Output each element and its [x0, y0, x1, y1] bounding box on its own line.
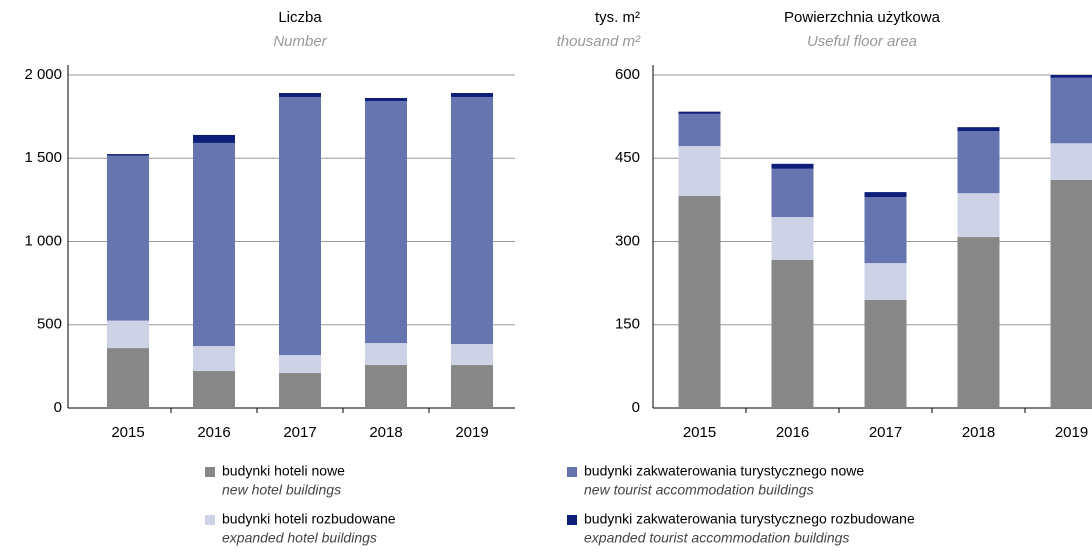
- bar-segment: [864, 263, 907, 300]
- y-axis-sublabel: thousand m²: [557, 33, 641, 50]
- bar-segment: [107, 320, 149, 349]
- bar-segment: [451, 92, 493, 97]
- bar-segment: [365, 100, 407, 344]
- legend-label: budynki hoteli nowe: [222, 463, 345, 479]
- chart-title: Liczba: [278, 9, 322, 26]
- legend-sublabel: new hotel buildings: [222, 482, 341, 498]
- legend-sublabel: expanded hotel buildings: [222, 530, 377, 546]
- bar-segment: [771, 259, 814, 408]
- bar-segment: [1050, 179, 1092, 408]
- bar-segment: [1050, 77, 1092, 144]
- bar-segment: [1050, 75, 1092, 78]
- bar-segment: [771, 163, 814, 169]
- y-tick-label: 1 000: [24, 232, 62, 249]
- legend-swatch: [205, 515, 215, 525]
- bar-segment: [365, 343, 407, 366]
- y-tick-label: 450: [615, 149, 640, 166]
- chart-subtitle: Useful floor area: [807, 33, 917, 50]
- bar-segment: [957, 127, 1000, 132]
- bar-segment: [365, 97, 407, 101]
- y-tick-label: 0: [54, 399, 62, 416]
- bar-segment: [678, 146, 721, 196]
- bar-segment: [451, 344, 493, 366]
- legend-swatch: [567, 515, 577, 525]
- y-tick-label: 2 000: [24, 66, 62, 83]
- x-tick-label: 2018: [369, 424, 402, 441]
- y-tick-label: 600: [615, 66, 640, 83]
- bar-segment: [279, 96, 321, 356]
- x-tick-label: 2019: [1055, 424, 1088, 441]
- legend-label: budynki zakwaterowania turystycznego roz…: [584, 511, 915, 527]
- legend-sublabel: new tourist accommodation buildings: [584, 482, 814, 498]
- bar-segment: [279, 92, 321, 97]
- bar-segment: [279, 373, 321, 408]
- bar-segment: [771, 168, 814, 218]
- bar-segment: [678, 113, 721, 147]
- bar-segment: [678, 195, 721, 408]
- chart-subtitle: Number: [273, 33, 327, 50]
- y-axis-label: tys. m²: [595, 9, 640, 26]
- y-tick-label: 500: [37, 316, 62, 333]
- bar-segment: [193, 142, 235, 347]
- x-tick-label: 2019: [455, 424, 488, 441]
- bar-segment: [771, 217, 814, 260]
- bar-segment: [864, 197, 907, 264]
- bar-segment: [957, 237, 1000, 408]
- bar-segment: [1050, 143, 1092, 180]
- bar-segment: [193, 134, 235, 143]
- legend-sublabel: expanded tourist accommodation buildings: [584, 530, 849, 546]
- bar-segment: [365, 365, 407, 408]
- bar-segment: [193, 371, 235, 408]
- bar-segment: [957, 193, 1000, 238]
- legend-swatch: [567, 467, 577, 477]
- bar-segment: [864, 192, 907, 198]
- bar-segment: [279, 355, 321, 374]
- chart-title: Powierzchnia użytkowa: [784, 9, 941, 26]
- x-tick-label: 2015: [111, 424, 144, 441]
- x-tick-label: 2018: [962, 424, 995, 441]
- x-tick-label: 2017: [869, 424, 902, 441]
- x-tick-label: 2016: [197, 424, 230, 441]
- legend-swatch: [205, 467, 215, 477]
- y-tick-label: 150: [615, 316, 640, 333]
- legend-label: budynki zakwaterowania turystycznego now…: [584, 463, 864, 479]
- bar-segment: [957, 131, 1000, 194]
- bar-segment: [678, 111, 721, 114]
- x-tick-label: 2017: [283, 424, 316, 441]
- bar-segment: [193, 346, 235, 372]
- legend-label: budynki hoteli rozbudowane: [222, 511, 396, 527]
- bar-segment: [107, 348, 149, 408]
- y-tick-label: 300: [615, 232, 640, 249]
- bar-segment: [451, 365, 493, 408]
- y-tick-label: 0: [632, 399, 640, 416]
- bar-segment: [107, 154, 149, 156]
- bar-segment: [864, 299, 907, 408]
- bar-segment: [107, 155, 149, 321]
- x-tick-label: 2015: [683, 424, 716, 441]
- bar-segment: [451, 96, 493, 345]
- y-tick-label: 1 500: [24, 149, 62, 166]
- x-tick-label: 2016: [776, 424, 809, 441]
